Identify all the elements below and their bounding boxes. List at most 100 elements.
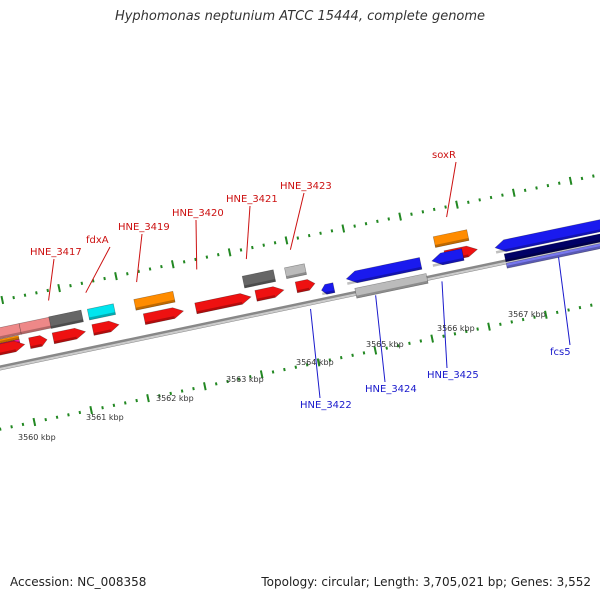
feature-label-upper[interactable]: soxR — [432, 150, 456, 161]
tick-label-3563: 3563 kbp — [226, 375, 264, 384]
feature-label-upper[interactable]: fdxA — [86, 235, 109, 246]
upper-tick — [364, 222, 368, 226]
upper-tick — [194, 257, 197, 262]
tick-label-3565: 3565 kbp — [366, 340, 404, 349]
upper-tick — [296, 236, 300, 240]
gene-features — [0, 216, 600, 359]
tick-label-3562: 3562 kbp — [156, 394, 194, 403]
gene-arrow-red-2[interactable] — [51, 326, 87, 345]
upper-tick — [126, 272, 129, 276]
upper-tick — [353, 224, 356, 228]
feature-label-upper[interactable]: HNE_3423 — [280, 181, 332, 192]
upper-tick — [501, 193, 504, 197]
upper-tick — [467, 200, 470, 204]
feature-label-upper[interactable]: HNE_3419 — [118, 222, 170, 233]
gene-block-pink-2[interactable] — [18, 316, 53, 335]
upper-tick — [489, 195, 493, 200]
upper-tick — [23, 293, 27, 297]
gene-arrow-hne3425[interactable] — [431, 248, 465, 267]
lower-tick — [21, 422, 25, 427]
gene-block-hne3421[interactable] — [241, 269, 277, 289]
tick-label-3566: 3566 kbp — [437, 324, 475, 333]
leader-line — [48, 258, 55, 301]
upper-tick — [330, 229, 334, 233]
feature-label-lower[interactable]: HNE_3422 — [300, 400, 352, 411]
lower-tick — [316, 358, 321, 367]
tick-marks — [0, 174, 595, 431]
lower-tick — [396, 344, 400, 348]
lower-tick — [442, 334, 445, 338]
leader-line — [289, 192, 305, 250]
upper-tick — [148, 267, 152, 271]
upper-tick — [137, 269, 140, 274]
gene-arrow-red-5[interactable] — [194, 291, 252, 315]
gene-arrow-red-3[interactable] — [91, 319, 120, 336]
upper-tick — [523, 188, 527, 193]
feature-label-upper[interactable]: HNE_3421 — [226, 194, 278, 205]
gene-block-hne3419[interactable] — [133, 290, 176, 311]
lower-tick — [544, 310, 548, 319]
gene-strip-orange[interactable] — [0, 335, 20, 347]
leader-line — [558, 256, 571, 346]
feature-label-upper[interactable]: HNE_3417 — [30, 247, 82, 258]
upper-tick — [170, 260, 175, 269]
lower-tick — [430, 334, 434, 343]
gene-block-hne3417[interactable] — [48, 309, 84, 329]
upper-tick — [205, 255, 209, 259]
upper-tick — [103, 276, 106, 281]
gene-block-navy[interactable] — [503, 230, 600, 263]
lower-tick — [453, 332, 457, 336]
gene-arrow-red-0[interactable] — [0, 339, 26, 359]
lower-tick — [101, 406, 104, 410]
upper-tick — [432, 207, 436, 212]
upper-tick — [387, 217, 391, 221]
gene-arrow-hne3422[interactable] — [320, 282, 336, 296]
gene-arrow-fcs5[interactable] — [494, 216, 600, 254]
lower-tick — [283, 367, 286, 372]
axis-tick-labels: 3560 kbp 3561 kbp 3562 kbp 3563 kbp 3564… — [18, 310, 546, 442]
upper-tick — [251, 245, 254, 250]
upper-tick — [568, 176, 573, 185]
lower-tick — [499, 322, 502, 326]
gene-arrow-hne3424[interactable] — [345, 257, 423, 285]
lower-tick — [351, 353, 354, 357]
gene-block-pink[interactable] — [0, 323, 22, 343]
tick-label-3561: 3561 kbp — [86, 413, 124, 422]
accession-text: Accession: NC_008358 — [10, 575, 147, 589]
lower-tick — [521, 317, 525, 322]
upper-tick — [319, 231, 322, 235]
upper-tick — [284, 236, 289, 245]
upper-tick — [239, 248, 243, 252]
gene-arrow-red-6[interactable] — [254, 285, 285, 302]
feature-label-lower[interactable]: HNE_3425 — [427, 370, 479, 381]
lower-tick — [487, 322, 491, 331]
lower-tick — [533, 315, 536, 319]
upper-tick — [12, 295, 15, 300]
lower-tick — [169, 391, 173, 396]
feature-label-upper[interactable]: HNE_3420 — [172, 208, 224, 219]
gene-block-hne3423[interactable] — [284, 263, 307, 280]
lower-tick — [385, 346, 388, 350]
lower-tick — [555, 310, 559, 315]
upper-tick — [580, 176, 584, 181]
lower-tick — [408, 341, 411, 346]
upper-tick — [455, 200, 459, 209]
leader-line — [310, 308, 321, 399]
lower-tick — [44, 417, 47, 422]
feature-label-lower[interactable]: HNE_3424 — [365, 384, 417, 395]
gene-arrow-red-4[interactable] — [142, 306, 185, 325]
gene-block-gray-lower[interactable] — [354, 273, 429, 299]
gene-block-soxR[interactable] — [432, 229, 470, 248]
gene-arrow-red-7[interactable] — [294, 278, 316, 294]
gene-block-violet[interactable] — [505, 239, 600, 269]
lower-tick — [339, 355, 343, 360]
feature-label-lower[interactable]: fcs5 — [550, 347, 571, 358]
gene-block-fdxA[interactable] — [86, 303, 116, 321]
leader-line — [85, 246, 111, 293]
upper-tick — [160, 264, 163, 269]
lower-tick — [192, 386, 195, 391]
upper-tick — [35, 291, 38, 295]
upper-tick — [592, 174, 595, 178]
upper-tick — [511, 188, 516, 197]
gene-arrow-red-1[interactable] — [28, 334, 49, 350]
